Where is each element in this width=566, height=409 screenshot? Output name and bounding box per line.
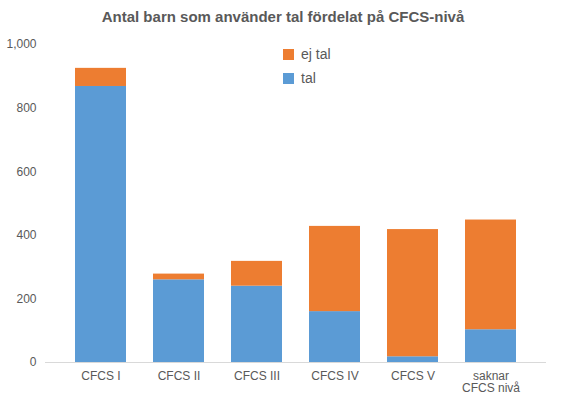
svg-text:CFCS IV: CFCS IV: [311, 369, 358, 383]
svg-text:200: 200: [16, 292, 36, 306]
svg-text:0: 0: [30, 355, 37, 369]
svg-text:CFCS I: CFCS I: [81, 369, 120, 383]
svg-text:CFCS III: CFCS III: [234, 369, 280, 383]
html-text:Antal barn som använder tal fö: Antal barn som använder tal fördelat på …: [101, 8, 465, 25]
svg-text:400: 400: [16, 228, 36, 242]
svg-text:CFCS II: CFCS II: [158, 369, 201, 383]
svg-text:800: 800: [16, 101, 36, 115]
svg-text:CFCS V: CFCS V: [391, 369, 435, 383]
html-text:ej tal: ej tal: [301, 46, 331, 62]
html-text:tal: tal: [301, 70, 316, 86]
svg-text:1,000: 1,000: [6, 37, 36, 51]
svg-text:saknarCFCS nivå: saknarCFCS nivå: [462, 369, 520, 395]
svg-text:600: 600: [16, 165, 36, 179]
